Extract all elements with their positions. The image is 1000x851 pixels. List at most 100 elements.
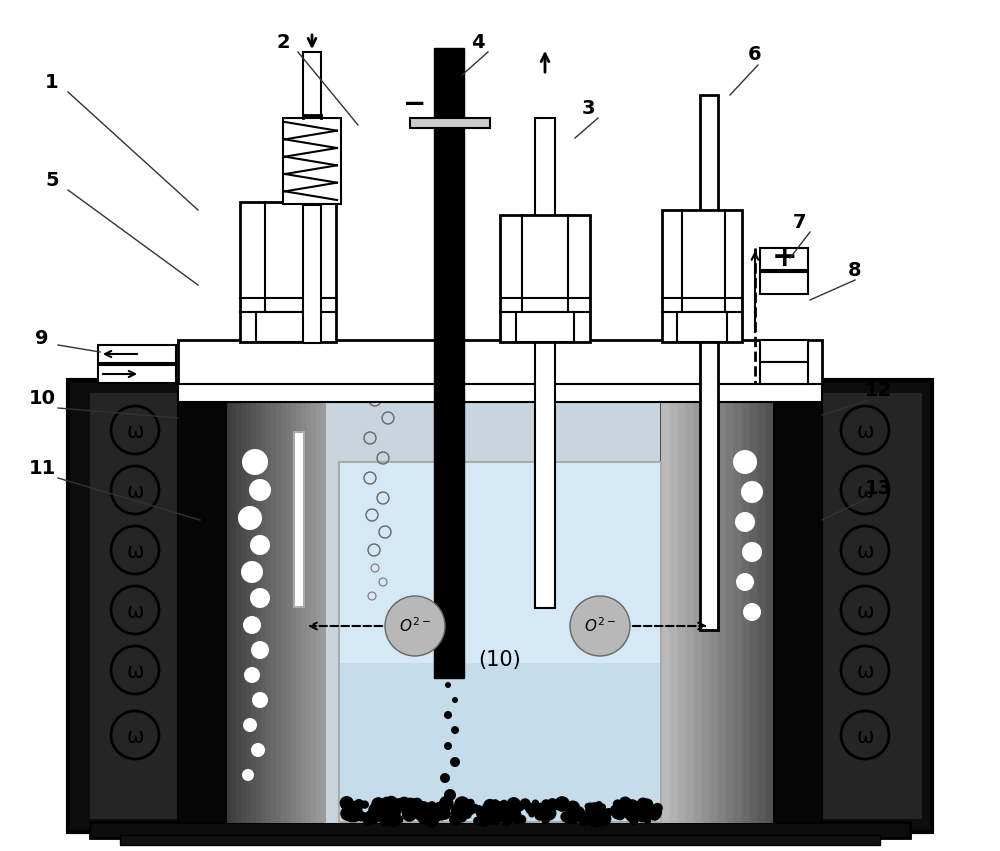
Circle shape	[251, 743, 265, 757]
Bar	[720, 383, 726, 823]
Circle shape	[438, 808, 451, 820]
Circle shape	[411, 809, 417, 815]
Circle shape	[249, 479, 271, 501]
Bar	[744, 383, 750, 823]
Circle shape	[644, 816, 651, 824]
Circle shape	[585, 802, 601, 819]
Circle shape	[560, 811, 572, 822]
Text: 5: 5	[45, 170, 59, 190]
Circle shape	[565, 801, 580, 815]
Circle shape	[350, 802, 360, 811]
Circle shape	[568, 804, 581, 818]
Bar	[696, 383, 702, 823]
Circle shape	[525, 803, 537, 815]
Circle shape	[654, 806, 661, 812]
Circle shape	[451, 726, 459, 734]
Bar	[226, 383, 231, 823]
Bar	[246, 383, 251, 823]
Circle shape	[414, 807, 428, 821]
Circle shape	[736, 573, 754, 591]
Circle shape	[346, 803, 361, 819]
Circle shape	[507, 807, 515, 815]
Circle shape	[457, 802, 472, 819]
Circle shape	[648, 808, 661, 821]
Circle shape	[422, 802, 432, 812]
Circle shape	[378, 803, 386, 811]
Circle shape	[418, 812, 431, 825]
Circle shape	[348, 810, 361, 822]
Circle shape	[507, 802, 517, 813]
Bar	[311, 383, 316, 823]
Circle shape	[564, 816, 572, 825]
Circle shape	[397, 797, 411, 810]
Bar	[773, 383, 781, 823]
Circle shape	[500, 800, 508, 808]
Bar	[725, 383, 733, 823]
Circle shape	[646, 806, 655, 815]
Text: +: +	[772, 243, 798, 272]
Circle shape	[743, 603, 761, 621]
Circle shape	[425, 814, 439, 827]
Text: ω: ω	[126, 542, 144, 562]
Bar	[410, 118, 490, 128]
Circle shape	[592, 808, 600, 815]
Circle shape	[458, 802, 466, 811]
Text: $O^{2-}$: $O^{2-}$	[584, 617, 616, 636]
Circle shape	[653, 813, 660, 820]
Bar	[701, 383, 709, 823]
Circle shape	[401, 798, 413, 810]
Circle shape	[446, 628, 450, 632]
Circle shape	[541, 805, 556, 820]
Circle shape	[451, 802, 466, 818]
Circle shape	[454, 797, 470, 812]
Circle shape	[380, 797, 394, 811]
Circle shape	[349, 802, 357, 811]
Bar	[271, 383, 276, 823]
Circle shape	[252, 692, 268, 708]
Bar	[760, 272, 808, 294]
Circle shape	[390, 807, 401, 818]
Circle shape	[411, 797, 423, 809]
Bar	[281, 383, 286, 823]
Bar	[434, 48, 464, 678]
Bar	[251, 383, 256, 823]
Circle shape	[735, 512, 755, 532]
Bar	[677, 383, 685, 823]
Circle shape	[451, 805, 467, 820]
Circle shape	[450, 757, 460, 767]
Circle shape	[453, 816, 459, 823]
Circle shape	[340, 806, 355, 821]
Circle shape	[428, 801, 436, 809]
Circle shape	[502, 807, 513, 818]
Circle shape	[649, 805, 660, 816]
Circle shape	[589, 811, 596, 819]
Bar	[690, 383, 696, 823]
Text: ω: ω	[126, 727, 144, 747]
Circle shape	[353, 799, 364, 810]
Bar	[684, 383, 690, 823]
Circle shape	[612, 809, 621, 819]
Bar	[760, 340, 808, 362]
Bar	[760, 362, 808, 384]
Bar	[339, 462, 661, 822]
Circle shape	[424, 813, 439, 827]
Circle shape	[388, 802, 397, 811]
Circle shape	[525, 804, 532, 812]
Circle shape	[250, 588, 270, 608]
Circle shape	[355, 799, 364, 808]
Circle shape	[387, 814, 400, 827]
Circle shape	[733, 450, 757, 474]
Circle shape	[515, 802, 525, 811]
Circle shape	[534, 809, 546, 821]
Text: ω: ω	[856, 727, 874, 747]
Circle shape	[497, 801, 511, 815]
Circle shape	[489, 810, 502, 823]
Bar	[256, 312, 314, 342]
Bar	[700, 95, 718, 630]
Circle shape	[403, 797, 418, 813]
Circle shape	[393, 799, 406, 812]
Circle shape	[510, 812, 522, 824]
Circle shape	[463, 800, 472, 808]
Bar	[231, 383, 236, 823]
Circle shape	[433, 807, 445, 819]
